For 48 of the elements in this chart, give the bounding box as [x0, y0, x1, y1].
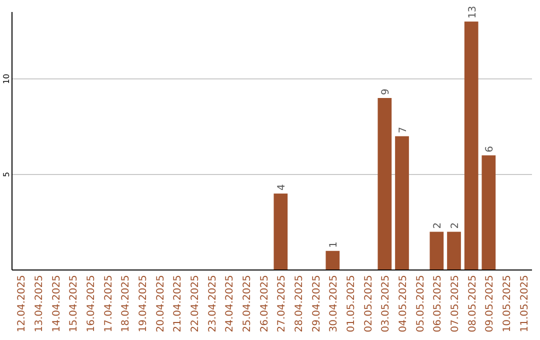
x-tick-label: 29.04.2025 [311, 275, 322, 332]
x-tick-label: 26.04.2025 [259, 275, 270, 332]
x-tick-label: 03.05.2025 [380, 275, 392, 332]
x-tick-label: 07.05.2025 [450, 275, 461, 332]
x-tick-label: 10.05.2025 [502, 275, 513, 332]
x-tick-label: 15.04.2025 [68, 275, 80, 332]
bar [274, 194, 288, 270]
x-tick-label: 21.04.2025 [172, 275, 184, 332]
data-label: 1 [328, 242, 340, 248]
bar [464, 22, 478, 270]
x-tick-label: 28.04.2025 [294, 275, 305, 332]
x-tick-label: 05.05.2025 [415, 275, 426, 332]
data-label: 2 [450, 222, 461, 229]
x-tick-label: 22.04.2025 [190, 275, 201, 332]
x-tick-label: 18.04.2025 [120, 275, 132, 332]
bar [395, 136, 409, 270]
bar [447, 232, 461, 270]
bar [326, 250, 340, 270]
data-label: 6 [484, 146, 496, 152]
x-tick-label: 14.04.2025 [51, 275, 62, 332]
x-tick-label: 16.04.2025 [86, 275, 97, 332]
data-label: 2 [432, 222, 444, 229]
x-tick-label: 24.04.2025 [224, 275, 236, 332]
x-tick-label: 27.04.2025 [276, 275, 288, 332]
x-tick-label: 30.04.2025 [328, 275, 340, 332]
x-tick-label: 13.04.2025 [34, 275, 45, 332]
bar [430, 232, 444, 270]
x-tick-label: 06.05.2025 [432, 275, 444, 332]
data-label: 4 [276, 184, 288, 191]
x-tick-label: 01.05.2025 [346, 275, 357, 332]
x-tick-label: 04.05.2025 [398, 275, 409, 332]
x-tick-label: 08.05.2025 [467, 275, 478, 332]
x-tick-label: 20.04.2025 [155, 275, 166, 332]
x-tick-label: 23.04.2025 [207, 275, 218, 332]
data-label: 7 [398, 126, 409, 134]
x-tick-label: 25.04.2025 [242, 275, 253, 332]
x-tick-label: 12.04.2025 [16, 275, 28, 332]
x-tick-label: 11.05.2025 [519, 275, 530, 332]
y-tick-label: 5 [2, 172, 11, 177]
x-tick-label: 17.04.2025 [103, 275, 114, 332]
x-tick-label: 19.04.2025 [138, 275, 149, 332]
data-label: 13 [467, 6, 478, 19]
bar [378, 98, 392, 270]
y-tick-label: 10 [2, 74, 11, 84]
bar [482, 155, 496, 270]
x-tick-label: 09.05.2025 [484, 275, 496, 332]
data-label: 9 [380, 88, 392, 95]
x-tick-label: 02.05.2025 [363, 275, 374, 332]
